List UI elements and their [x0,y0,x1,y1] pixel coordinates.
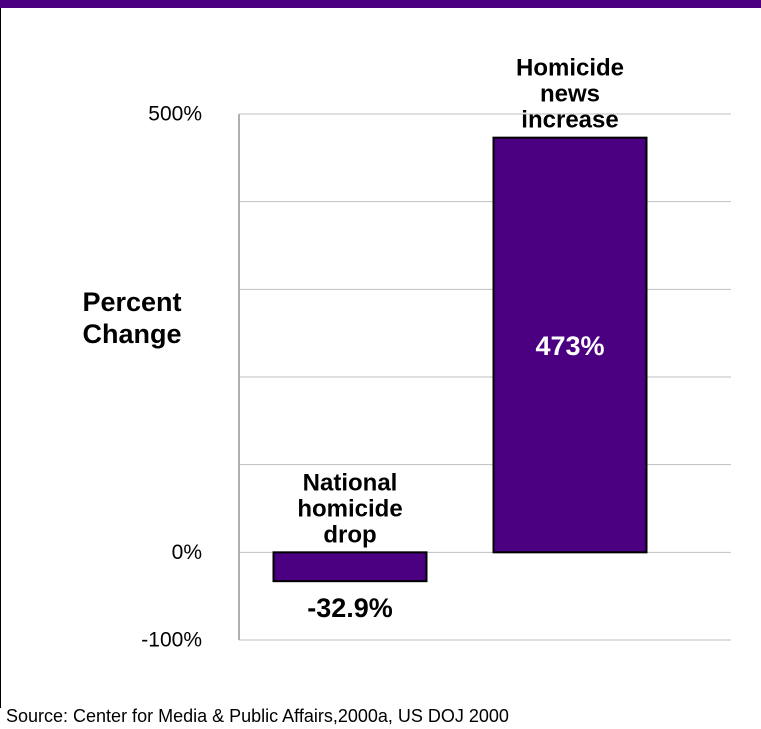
y-tick-labels: 500% 0% -100% [141,103,202,652]
top-accent-bar [0,0,761,8]
category-labels: National homicide drop Homicide news increase [297,55,624,549]
category-label-line: Homicide [516,55,624,82]
category-label-line: news [540,81,600,108]
bar [272,551,428,583]
y-tick-label: -100% [141,629,202,652]
category-label-line: homicide [297,495,402,522]
y-axis-label: Percent Change [82,287,181,349]
bar-chart: 500% 0% -100% National homicide drop Homicide… [82,55,731,652]
bars [272,136,648,583]
left-border-line [0,8,1,708]
y-axis-label-line: Change [82,319,181,349]
category-label: Homicide news increase [516,55,624,134]
data-label: -32.9% [307,593,393,623]
category-label-line: increase [521,107,618,134]
y-axis-label-line: Percent [82,287,181,317]
category-label: National homicide drop [297,469,402,548]
bar [492,136,648,554]
category-label-line: drop [323,521,376,548]
category-label-line: National [303,469,398,496]
data-label: 473% [535,331,604,361]
data-labels: -32.9% 473% [307,331,604,623]
y-tick-label: 500% [148,103,202,126]
source-note: Source: Center for Media & Public Affair… [6,706,509,726]
gridlines [239,113,731,641]
y-tick-label: 0% [172,541,202,564]
